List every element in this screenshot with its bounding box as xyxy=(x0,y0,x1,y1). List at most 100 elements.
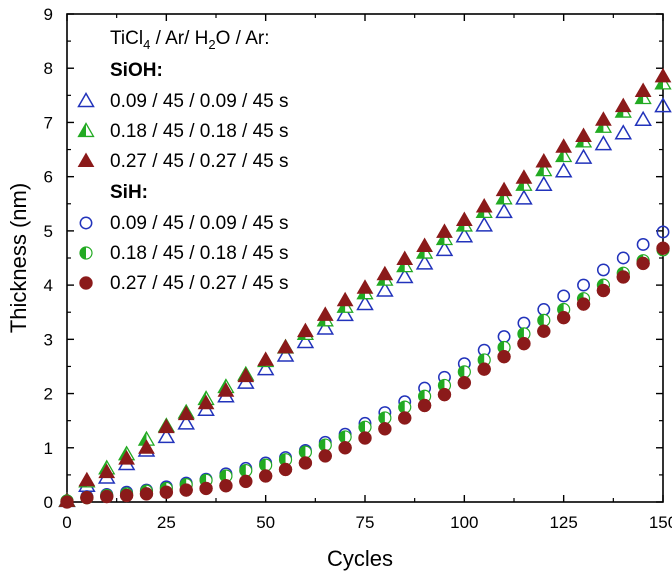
data-point xyxy=(278,453,293,467)
data-point xyxy=(257,351,275,366)
data-point xyxy=(616,270,631,284)
data-point xyxy=(595,111,612,126)
data-point xyxy=(515,189,533,205)
data-point xyxy=(457,375,472,390)
y-tick-label: 3 xyxy=(44,330,53,349)
data-point-half xyxy=(219,469,226,482)
data-point xyxy=(298,456,313,470)
data-point xyxy=(455,227,474,243)
data-point xyxy=(336,291,354,307)
data-point xyxy=(278,462,293,477)
data-point xyxy=(497,340,511,355)
y-tick-label: 4 xyxy=(44,276,53,295)
legend-marker-half xyxy=(80,247,86,259)
y-tick-label: 9 xyxy=(44,5,53,24)
data-point xyxy=(376,265,394,281)
data-point xyxy=(554,162,573,178)
y-axis-title: Thickness (nm) xyxy=(6,183,31,333)
data-point xyxy=(636,237,650,251)
data-point xyxy=(614,97,632,113)
data-point xyxy=(656,241,670,255)
data-point-half xyxy=(458,365,465,378)
y-tick-label: 6 xyxy=(44,168,53,187)
data-point xyxy=(199,481,213,496)
x-tick-label: 125 xyxy=(549,513,577,532)
data-point xyxy=(396,257,414,273)
x-tick-label: 75 xyxy=(356,513,375,532)
data-point xyxy=(137,430,156,446)
axes: 0 25 50 75 100 125 150 0 1 2 3 4 5 6 7 8 9 xyxy=(44,5,672,532)
legend-marker xyxy=(79,216,93,230)
data-point xyxy=(537,303,551,316)
data-point xyxy=(159,485,174,499)
data-point xyxy=(239,463,253,478)
data-point xyxy=(616,251,630,265)
data-point-half xyxy=(359,421,365,434)
x-tick-label: 150 xyxy=(649,513,672,532)
data-point xyxy=(259,458,273,472)
data-point xyxy=(296,333,315,349)
data-point-half xyxy=(517,327,524,340)
data-point xyxy=(557,289,571,303)
data-point xyxy=(80,490,94,505)
data-point xyxy=(276,346,295,362)
data-point xyxy=(575,127,592,142)
y-tick-label: 5 xyxy=(44,222,53,241)
data-point-half xyxy=(299,446,306,459)
data-point xyxy=(396,250,414,266)
data-point xyxy=(378,422,392,436)
data-point xyxy=(297,322,314,338)
x-axis-title: Cycles xyxy=(327,546,393,571)
data-point xyxy=(99,489,114,504)
legend-marker-half xyxy=(78,123,86,137)
data-point xyxy=(435,240,454,257)
data-point xyxy=(197,394,215,410)
data-point xyxy=(316,306,334,321)
data-point xyxy=(338,441,352,455)
data-point-half xyxy=(378,411,385,424)
data-points xyxy=(58,67,672,509)
y-tick-label: 0 xyxy=(44,493,53,512)
data-point xyxy=(574,148,593,164)
data-point xyxy=(497,330,511,344)
series-0-2 xyxy=(58,67,672,507)
data-point xyxy=(495,181,513,197)
data-point xyxy=(596,263,610,277)
data-point xyxy=(316,319,335,335)
data-point xyxy=(157,427,176,444)
data-point xyxy=(318,449,333,463)
data-point xyxy=(537,324,551,338)
data-point xyxy=(358,431,372,445)
data-point xyxy=(119,488,134,503)
data-point xyxy=(338,430,352,444)
data-point xyxy=(219,478,233,493)
data-point xyxy=(515,169,533,184)
data-point xyxy=(397,411,412,425)
data-point-half xyxy=(339,430,346,443)
x-tick-label: 50 xyxy=(256,513,275,532)
data-point xyxy=(358,420,372,434)
data-point xyxy=(258,469,273,483)
legend-entry-label: 0.09 / 45 / 0.09 / 45 s xyxy=(110,213,289,234)
data-point xyxy=(576,297,591,311)
data-point xyxy=(237,367,255,383)
data-point xyxy=(60,495,74,509)
data-point xyxy=(636,256,650,271)
data-point xyxy=(477,362,491,376)
data-point xyxy=(517,316,531,330)
series-1-0 xyxy=(60,225,670,508)
data-point xyxy=(594,135,613,151)
data-point xyxy=(217,382,235,397)
legend: TiCl4 / Ar/ H2O / Ar: SiOH: 0.09 / 45 / 0… xyxy=(77,28,289,294)
legend-marker xyxy=(77,122,95,138)
data-point xyxy=(239,474,253,489)
data-point xyxy=(118,450,135,465)
data-point xyxy=(179,483,193,497)
series-1-2 xyxy=(60,241,670,509)
data-point xyxy=(535,152,553,168)
data-point-half xyxy=(279,453,286,466)
legend-title: TiCl4 / Ar/ H2O / Ar: xyxy=(110,28,269,52)
data-point xyxy=(376,281,394,297)
y-tick-label: 7 xyxy=(44,113,53,132)
